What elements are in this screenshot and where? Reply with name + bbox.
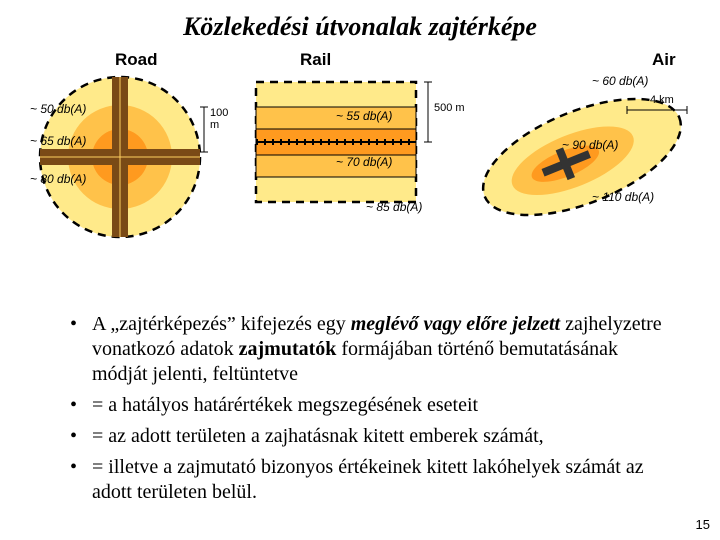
road-db1: ~ 50 db(A) [30,102,86,116]
air-db2: ~ 90 db(A) [562,138,618,152]
rail-scale: 500 m [434,102,465,114]
b1-bold: zajmutatók [239,338,337,360]
rail-diagram [246,52,466,242]
b1-em: meglévő vagy előre jelzett [351,313,560,335]
rail-db2: ~ 70 db(A) [336,155,392,169]
air-label: Air [652,50,676,70]
air-scale: 4 km [650,94,674,106]
rail-db3: ~ 85 db(A) [366,200,422,214]
road-db3: ~ 80 db(A) [30,172,86,186]
slide: Közlekedési útvonalak zajtérképe Road 10… [0,0,720,540]
panel-road: Road 100 m ~ 50 db(A) ~ 65 db(A) ~ 80 db… [30,52,240,242]
bullet-2: = a hatályos határértékek megszegésének … [70,393,670,418]
bullet-3: = az adott területen a zajhatásnak kitet… [70,424,670,449]
rail-db1: ~ 55 db(A) [336,109,392,123]
bullet-list: A „zajtérképezés” kifejezés egy meglévő … [30,312,690,505]
air-db1: ~ 60 db(A) [592,74,648,88]
figure-row: Road 100 m ~ 50 db(A) ~ 65 db(A) ~ 80 db… [30,52,690,242]
road-db2: ~ 65 db(A) [30,134,86,148]
air-db3: ~ 110 db(A) [592,190,654,204]
page-number: 15 [696,517,710,532]
road-label: Road [115,50,158,70]
page-title: Közlekedési útvonalak zajtérképe [30,12,690,42]
panel-rail: Rail 500 m ~ 55 db(A) ~ 70 db(A) ~ 85 db… [246,52,466,242]
bullet-4: = illetve a zajmutató bizonyos értékeine… [70,455,670,505]
bullet-1: A „zajtérképezés” kifejezés egy meglévő … [70,312,670,387]
b1-pre: A „zajtérképezés” kifejezés egy [92,313,351,335]
road-scale: 100 m [210,107,240,131]
rail-label: Rail [300,50,331,70]
panel-air: Air 4 km ~ 60 db(A) ~ 90 db(A) ~ [472,52,702,242]
